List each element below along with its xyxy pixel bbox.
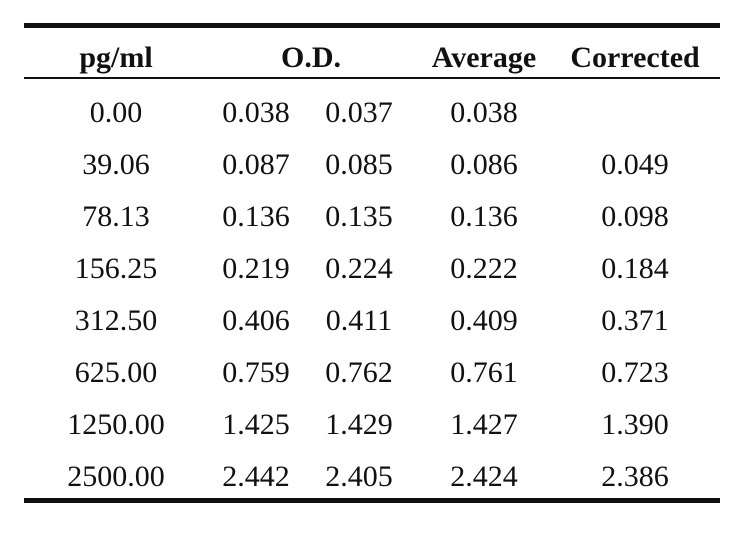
cell-corrected: 0.723	[601, 356, 669, 389]
cell-pg-ml: 1250.00	[67, 408, 165, 441]
cell-average: 0.761	[450, 356, 518, 389]
cell-od-1: 1.425	[222, 408, 290, 441]
cell-od-2: 0.037	[325, 96, 393, 129]
cell-pg-ml: 156.25	[74, 252, 158, 285]
cell-corrected: 0.371	[601, 304, 669, 337]
header-od: O.D.	[281, 41, 341, 74]
cell-average: 0.222	[450, 252, 518, 285]
cell-od-1: 0.038	[222, 96, 290, 129]
cell-corrected: 0.049	[601, 148, 669, 181]
cell-average: 2.424	[450, 460, 518, 493]
cell-average: 0.409	[450, 304, 518, 337]
cell-average: 0.136	[450, 200, 518, 233]
cell-pg-ml: 78.13	[82, 200, 150, 233]
cell-od-1: 2.442	[222, 460, 290, 493]
cell-od-2: 0.085	[325, 148, 393, 181]
cell-od-1: 0.136	[222, 200, 290, 233]
cell-corrected: 2.386	[601, 460, 669, 493]
cell-od-1: 0.087	[222, 148, 290, 181]
cell-od-1: 0.219	[222, 252, 290, 285]
cell-pg-ml: 625.00	[74, 356, 158, 389]
cell-average: 0.038	[450, 96, 518, 129]
cell-corrected: 0.098	[601, 200, 669, 233]
cell-od-2: 0.762	[325, 356, 393, 389]
cell-pg-ml: 312.50	[74, 304, 158, 337]
cell-pg-ml: 0.00	[89, 96, 143, 129]
cell-pg-ml: 39.06	[82, 148, 150, 181]
cell-od-2: 0.411	[325, 304, 393, 337]
cell-od-2: 0.135	[325, 200, 393, 233]
top-rule	[24, 23, 720, 28]
bottom-rule	[24, 498, 720, 503]
cell-od-2: 1.429	[325, 408, 393, 441]
cell-od-1: 0.759	[222, 356, 290, 389]
header-average: Average	[431, 41, 537, 74]
cell-od-1: 0.406	[222, 304, 290, 337]
cell-average: 1.427	[450, 408, 518, 441]
cell-od-2: 2.405	[325, 460, 393, 493]
cell-od-2: 0.224	[325, 252, 393, 285]
header-rule	[24, 77, 720, 79]
cell-corrected: 0.184	[601, 252, 669, 285]
cell-average: 0.086	[450, 148, 518, 181]
header-pg-ml: pg/ml	[79, 41, 153, 74]
cell-pg-ml: 2500.00	[67, 460, 165, 493]
cell-corrected: 1.390	[601, 408, 669, 441]
header-corrected: Corrected	[570, 41, 700, 74]
